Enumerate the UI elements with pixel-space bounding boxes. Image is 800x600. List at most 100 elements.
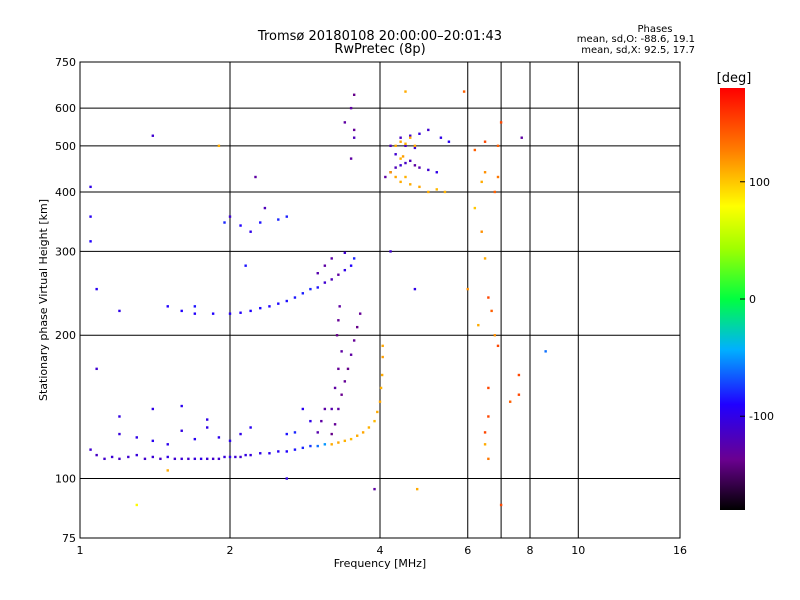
x-tick-label: 1 — [77, 544, 84, 557]
data-point — [151, 407, 155, 411]
data-point — [483, 171, 487, 174]
x-tick-label: 6 — [464, 544, 471, 557]
data-point — [118, 432, 121, 436]
data-point — [228, 439, 232, 443]
data-point — [211, 457, 215, 461]
data-point — [355, 325, 359, 329]
data-point — [180, 429, 183, 432]
data-point — [309, 287, 312, 291]
data-point — [223, 221, 226, 224]
data-point — [330, 278, 333, 281]
data-point — [346, 367, 350, 371]
data-point — [234, 455, 237, 459]
data-point — [95, 453, 98, 457]
data-point — [239, 455, 242, 459]
data-point — [389, 250, 392, 253]
y-tick-label: 400 — [55, 186, 76, 199]
data-point — [118, 309, 121, 313]
data-point — [337, 367, 340, 371]
data-point — [323, 443, 327, 446]
data-point — [337, 273, 340, 276]
data-point — [447, 140, 451, 143]
data-point — [193, 305, 197, 308]
data-point — [337, 441, 340, 444]
data-point — [323, 407, 327, 411]
data-point — [277, 218, 280, 221]
data-point — [309, 444, 312, 448]
data-point — [301, 407, 305, 411]
data-point — [355, 434, 359, 437]
data-point — [193, 312, 197, 315]
data-point — [249, 230, 252, 233]
data-point — [338, 305, 341, 308]
data-point — [205, 418, 209, 421]
data-point — [384, 175, 387, 179]
data-point — [89, 448, 92, 451]
data-point — [349, 106, 353, 110]
data-point — [159, 457, 162, 461]
data-point — [473, 148, 477, 152]
data-point — [293, 296, 297, 299]
y-tick-label: 600 — [55, 102, 76, 115]
data-point — [409, 134, 412, 137]
data-point — [343, 268, 347, 272]
data-point — [399, 180, 402, 184]
data-point — [187, 457, 190, 461]
data-point — [349, 353, 353, 356]
data-point — [228, 455, 232, 459]
data-point — [330, 443, 333, 446]
chart-title: Tromsø 20180108 20:00:00–20:01:43 — [257, 29, 502, 44]
data-point — [268, 452, 271, 455]
data-point — [473, 206, 477, 210]
y-tick-label: 500 — [55, 140, 76, 153]
data-point — [483, 443, 487, 446]
data-point — [268, 305, 271, 308]
data-point — [480, 180, 483, 184]
data-point — [413, 144, 417, 148]
data-point — [340, 350, 343, 353]
data-point — [376, 410, 379, 414]
data-point — [217, 457, 221, 461]
data-point — [496, 175, 500, 179]
data-point — [323, 264, 327, 267]
data-point — [239, 432, 242, 436]
x-tick-label: 16 — [673, 544, 687, 557]
data-point — [378, 400, 382, 403]
data-point — [173, 457, 177, 461]
data-point — [409, 183, 412, 186]
data-point — [343, 380, 347, 383]
data-point — [316, 272, 319, 275]
data-point — [373, 487, 376, 491]
data-point — [337, 407, 340, 411]
data-point — [254, 175, 257, 179]
data-point — [118, 415, 121, 418]
data-point — [493, 334, 497, 337]
plot-frame — [79, 61, 681, 539]
data-point — [487, 386, 490, 390]
data-point — [135, 503, 138, 507]
data-point — [401, 155, 405, 158]
data-point — [499, 121, 503, 124]
data-point — [301, 292, 305, 295]
x-axis-ticks: 1 2 4 6 8 10 16 — [77, 544, 688, 557]
data-point — [259, 221, 262, 224]
data-point — [249, 309, 252, 313]
data-point — [199, 457, 203, 461]
data-point — [352, 257, 356, 260]
data-point — [399, 136, 402, 139]
data-point — [517, 393, 521, 396]
data-point — [358, 312, 362, 315]
data-point — [409, 159, 412, 163]
data-point — [483, 431, 487, 434]
data-point — [205, 457, 209, 461]
data-point — [496, 344, 500, 348]
data-point — [95, 287, 98, 291]
x-axis-label: Frequency [MHz] — [334, 557, 426, 570]
x-tick-label: 4 — [377, 544, 384, 557]
data-point — [239, 311, 242, 314]
data-point — [333, 386, 337, 390]
data-point — [259, 452, 262, 455]
colorbar-tick-label: 100 — [749, 176, 770, 189]
data-point — [293, 431, 297, 434]
data-point — [244, 453, 247, 457]
